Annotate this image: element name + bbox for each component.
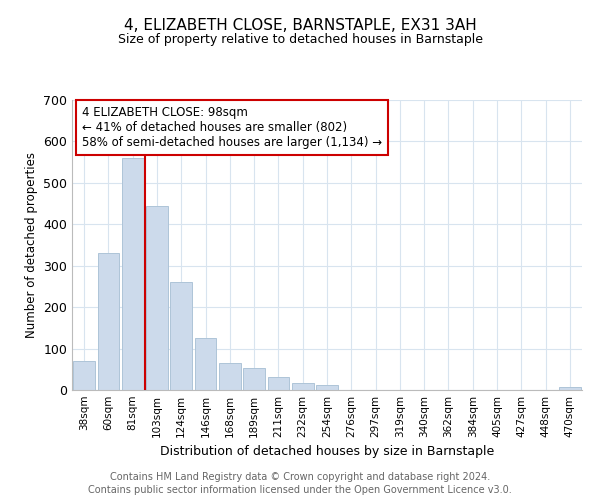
- Text: 4 ELIZABETH CLOSE: 98sqm
← 41% of detached houses are smaller (802)
58% of semi-: 4 ELIZABETH CLOSE: 98sqm ← 41% of detach…: [82, 106, 382, 149]
- Text: Contains HM Land Registry data © Crown copyright and database right 2024.: Contains HM Land Registry data © Crown c…: [110, 472, 490, 482]
- Bar: [268, 376, 289, 390]
- Bar: [122, 158, 143, 390]
- Bar: [170, 282, 192, 390]
- Bar: [73, 361, 95, 390]
- Text: Contains public sector information licensed under the Open Government Licence v3: Contains public sector information licen…: [88, 485, 512, 495]
- Y-axis label: Number of detached properties: Number of detached properties: [25, 152, 38, 338]
- Bar: [97, 254, 119, 390]
- Bar: [146, 206, 168, 390]
- Bar: [316, 384, 338, 390]
- Bar: [292, 382, 314, 390]
- Bar: [559, 386, 581, 390]
- Bar: [219, 363, 241, 390]
- Bar: [194, 338, 217, 390]
- Text: Size of property relative to detached houses in Barnstaple: Size of property relative to detached ho…: [118, 32, 482, 46]
- Text: 4, ELIZABETH CLOSE, BARNSTAPLE, EX31 3AH: 4, ELIZABETH CLOSE, BARNSTAPLE, EX31 3AH: [124, 18, 476, 32]
- X-axis label: Distribution of detached houses by size in Barnstaple: Distribution of detached houses by size …: [160, 446, 494, 458]
- Bar: [243, 368, 265, 390]
